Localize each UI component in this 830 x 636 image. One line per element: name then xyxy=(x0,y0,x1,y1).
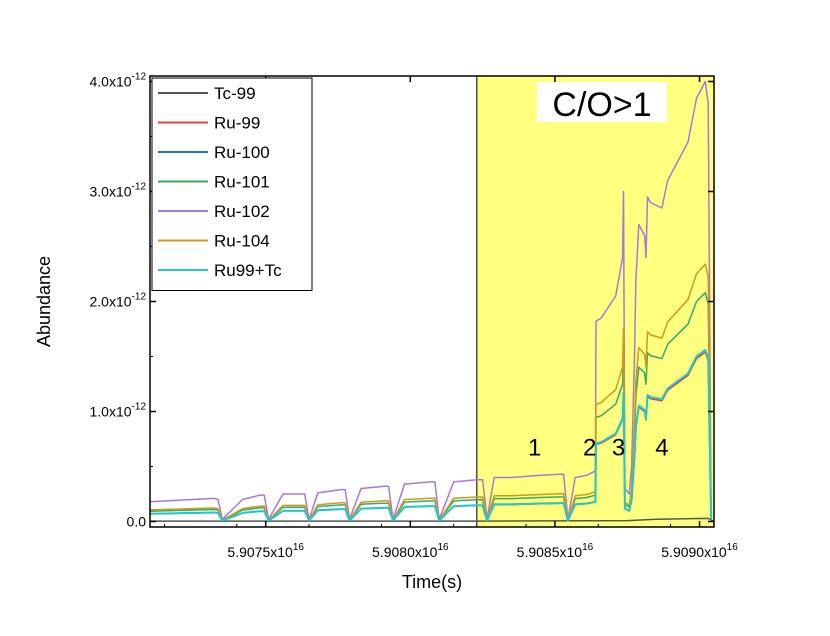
y-tick-exponent: -12 xyxy=(132,292,147,303)
y-tick-exponent: -12 xyxy=(132,402,147,413)
legend-label: Ru-99 xyxy=(214,114,260,133)
y-tick-exponent: -12 xyxy=(132,182,147,193)
legend-label: Ru-101 xyxy=(214,173,270,192)
x-tick-mantissa: 5.9080x10 xyxy=(372,544,438,560)
x-tick-label: 5.9075x1016 xyxy=(227,542,304,560)
y-tick-mantissa: 2.0x10 xyxy=(90,294,132,310)
series-line-tc-99 xyxy=(150,517,715,523)
x-tick-exponent: 16 xyxy=(437,542,449,553)
region-label-1: 1 xyxy=(528,435,541,462)
y-tick-label: 0.0 xyxy=(127,514,147,530)
x-tick-label: 5.9085x1016 xyxy=(517,542,594,560)
y-tick-mantissa: 3.0x10 xyxy=(90,184,132,200)
x-tick-exponent: 16 xyxy=(727,542,739,553)
legend-label: Ru99+Tc xyxy=(214,261,282,280)
legend-label: Ru-100 xyxy=(214,143,270,162)
x-tick-mantissa: 5.9075x10 xyxy=(227,544,293,560)
x-tick-label: 5.9080x1016 xyxy=(372,542,449,560)
series-line-ru-104 xyxy=(149,263,712,521)
y-tick-exponent: -12 xyxy=(132,72,147,83)
y-tick-label: 1.0x10-12 xyxy=(90,402,147,420)
y-tick-label: 2.0x10-12 xyxy=(90,292,147,310)
series-line-ru-102 xyxy=(149,80,712,521)
series-line-ru99-tc xyxy=(149,348,713,522)
x-tick-mantissa: 5.9085x10 xyxy=(517,544,583,560)
y-tick-mantissa: 1.0x10 xyxy=(90,404,132,420)
region-label-3: 3 xyxy=(612,435,625,462)
x-tick-exponent: 16 xyxy=(293,542,305,553)
y-tick-label: 3.0x10-12 xyxy=(90,182,147,200)
legend-box xyxy=(151,77,313,291)
x-tick-mantissa: 5.9090x10 xyxy=(661,544,727,560)
x-tick-label: 5.9090x1016 xyxy=(661,542,738,560)
co-ratio-label: C/O>1 xyxy=(552,86,651,124)
x-tick-exponent: 16 xyxy=(582,542,594,553)
co-label-background xyxy=(537,82,667,122)
region-label-4: 4 xyxy=(655,435,668,462)
legend: Tc-99 Ru-99 Ru-100 Ru-101 Ru-102 Ru-104 Ru99+T… xyxy=(151,77,313,291)
tick-layer: 5.9075x1016 5.9080x1016 5.9085x1016 5.9090x… xyxy=(90,72,739,561)
legend-label: Ru-102 xyxy=(214,202,270,221)
y-tick-mantissa: 0.0 xyxy=(127,514,147,530)
legend-label: Ru-104 xyxy=(214,232,270,251)
series-layer xyxy=(149,80,715,523)
y-tick-mantissa: 4.0x10 xyxy=(90,74,132,90)
y-tick-label: 4.0x10-12 xyxy=(90,72,147,90)
x-axis-title: Time(s) xyxy=(402,572,462,592)
series-line-ru-101 xyxy=(149,291,712,522)
region-label-2: 2 xyxy=(583,435,596,462)
y-axis-title: Abundance xyxy=(34,256,54,347)
legend-label: Tc-99 xyxy=(214,84,256,103)
